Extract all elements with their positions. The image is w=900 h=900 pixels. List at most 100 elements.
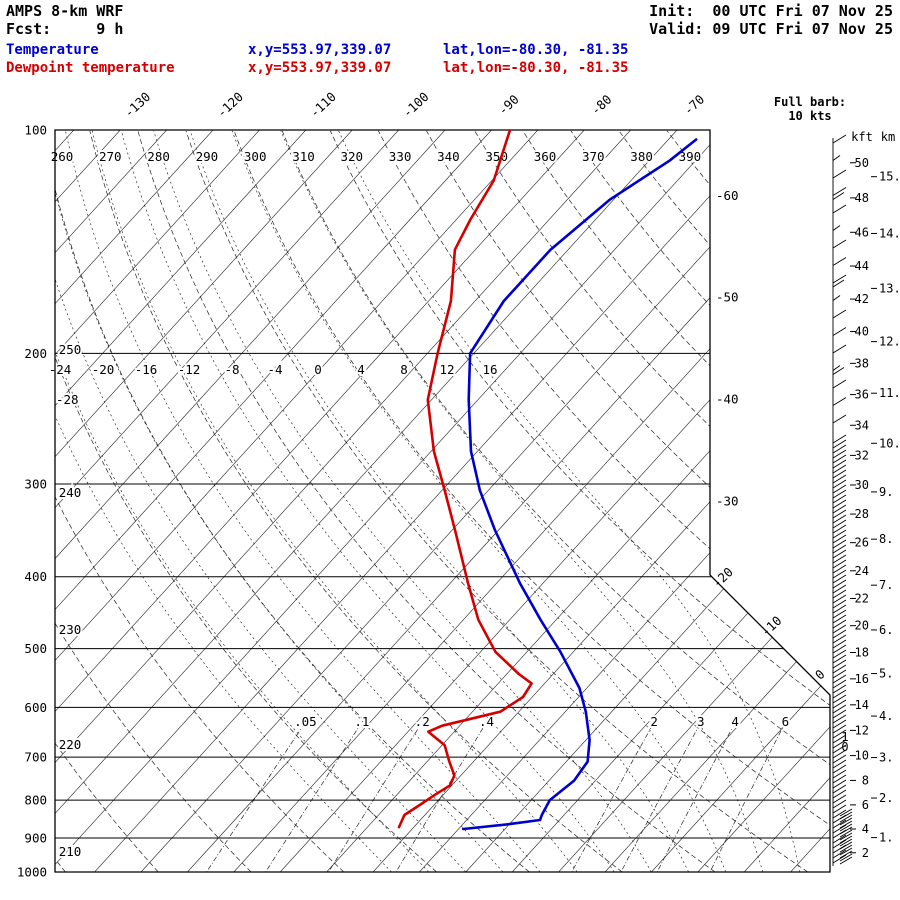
dry-adiabat-line [55,130,252,872]
grid-label: 13. [879,281,900,295]
wind-barb [832,819,847,829]
grid-label: 10 [855,749,869,763]
grid-label: 5. [879,667,893,681]
wind-barb [832,699,847,709]
grid-label: 44 [855,259,869,273]
wind-barb [832,239,847,249]
wind-barb [832,614,847,624]
wind-barb [832,764,847,774]
barb-legend-line1: Full barb: [773,95,847,109]
dry-adiabat-line [137,130,716,872]
grid-label: 4 [357,362,365,377]
wind-barb [832,679,847,689]
legend-temperature-latlon: lat,lon=-80.30, -81.35 [443,42,629,58]
grid-label: 390 [679,149,702,164]
grid-label: -10 [758,613,785,639]
grid-label: -16 [135,362,158,377]
temperature-curve [461,138,698,831]
grid-label: 1000 [17,865,47,880]
wind-barb [832,225,841,231]
wind-barb [832,639,847,649]
grid-label: -60 [716,188,739,203]
wind-barb [839,817,853,826]
isotherm-line [55,130,724,872]
wind-barb [832,664,847,674]
grid-label: 8. [879,532,893,546]
grid-label: 22 [855,591,869,605]
wind-barb [832,709,847,719]
grid-label: 42 [855,292,869,306]
dry-adiabat-line [233,130,830,872]
moist-adiabat-line [153,130,652,872]
forecast-hour: Fcst: 9 h [6,20,124,38]
isotherm-line [0,130,27,872]
wind-barb [839,847,853,856]
wind-barb [839,823,853,832]
wind-barb [832,569,847,579]
wind-barb [832,414,847,424]
wind-barb [839,826,853,835]
grid-label: 14 [855,698,869,712]
grid-label: 6. [879,623,893,637]
grid-label: 26 [855,536,869,550]
wind-barb [832,155,841,161]
grid-label: 380 [630,149,653,164]
grid-label: 300 [244,149,267,164]
isotherm-line [744,130,830,872]
isotherm-line [55,130,446,872]
grid-label: -100 [399,89,431,121]
isotherm-line [55,130,353,872]
grid-label: 18 [855,645,869,659]
grid-label: 12 [439,362,454,377]
wind-barb [832,367,845,375]
wind-barb [839,850,853,859]
isotherm-line [558,130,830,872]
wind-barb-column: 10 [832,134,853,866]
dry-adiabat-line [55,130,345,872]
wind-barb [832,187,847,196]
legend-temperature-xy: x,y=553.97,339.07 [248,42,392,58]
grid-label: 30 [855,478,869,492]
wind-barb [832,769,847,779]
wind-barb [839,808,853,817]
isotherm-line [55,130,260,872]
wind-barb [832,274,847,284]
wind-barb [832,579,847,589]
wind-barb [832,839,847,849]
barb-staff-label: 1 [841,730,848,744]
grid-label: -120 [214,89,246,121]
wind-barb [832,309,847,319]
wind-barb [832,295,841,301]
wind-barb [832,694,847,704]
grid-label: .1 [354,714,369,729]
legend-temperature-label: Temperature [6,42,99,58]
grid-label: 36 [855,388,869,402]
grid-label: 2 [862,846,869,860]
grid-label: -12 [178,362,201,377]
grid-label: -90 [495,92,522,118]
grid-label: 280 [147,149,170,164]
grid-label: 230 [59,622,82,637]
wind-barb [832,804,847,814]
isotherm-line [94,130,771,872]
grid-label: 24 [855,564,869,578]
valid-time: Valid: 09 UTC Fri 07 Nov 25 [649,20,893,38]
dry-adiabat-line [55,130,437,872]
wind-barb [832,849,847,859]
grid-label: 260 [51,149,74,164]
grid-label: -28 [56,392,79,407]
grid-label: 20 [855,619,869,633]
grid-label: -20 [92,362,115,377]
grid-label: 12 [855,723,869,737]
grid-label: -8 [224,362,239,377]
wind-barb [832,514,847,524]
wind-barb [832,689,847,699]
wind-barb [832,554,847,564]
wind-barb [832,257,847,266]
init-time: Init: 00 UTC Fri 07 Nov 25 [649,2,893,20]
moist-adiabat-line [121,130,615,872]
wind-barb [832,654,847,664]
grid-label: 900 [24,831,47,846]
grid-label: 2. [879,791,893,805]
wind-barb [832,754,847,764]
